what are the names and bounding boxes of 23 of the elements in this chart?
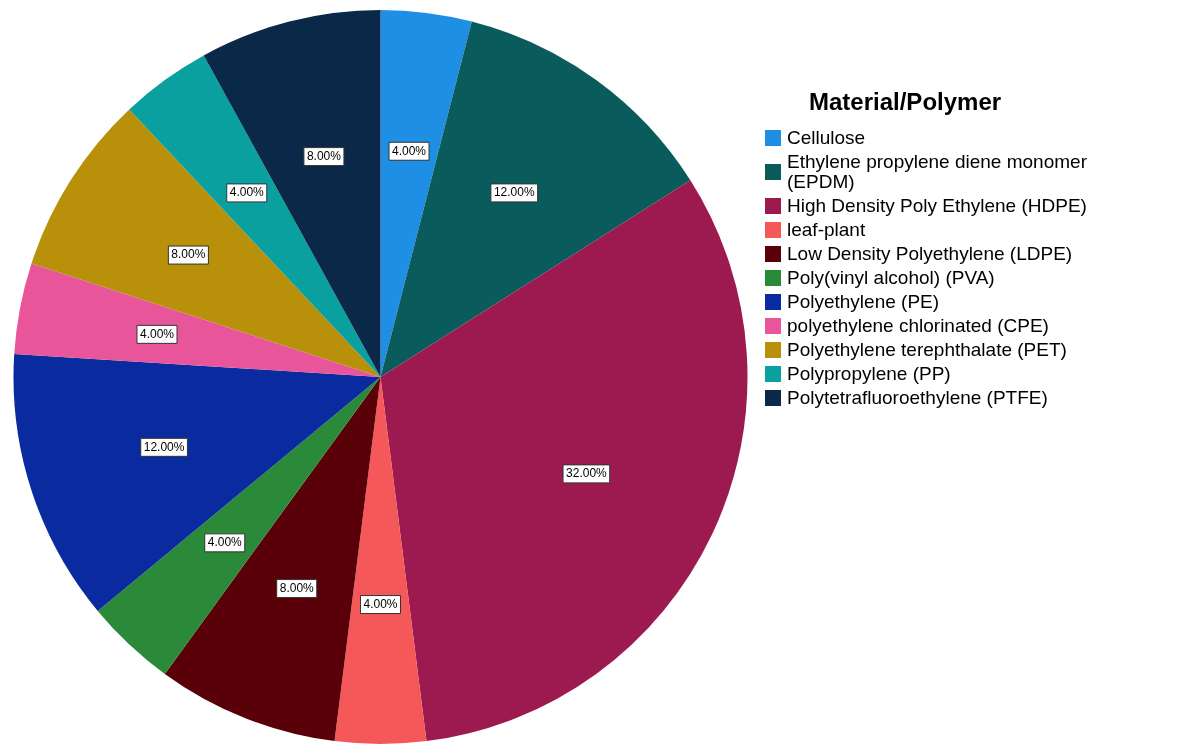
data-label: 4.00%	[229, 185, 265, 200]
legend-label: Cellulose	[787, 127, 867, 148]
legend-label: Poly(vinyl alcohol) (PVA)	[787, 267, 996, 288]
legend-label: Polyethylene (PE)	[787, 291, 941, 312]
data-label: 4.00%	[139, 326, 175, 341]
data-label: 4.00%	[363, 596, 398, 611]
legend-label: Polypropylene (PP)	[787, 363, 952, 384]
legend-label: Low Density Polyethylene (LDPE)	[787, 243, 1074, 264]
data-label: 4.00%	[392, 143, 427, 158]
legend-label: High Density Poly Ethylene (HDPE)	[787, 195, 1088, 216]
legend-label: Ethylene propylene diene monomer (EPDM)	[787, 151, 1088, 192]
data-label: 8.00%	[171, 247, 206, 262]
data-label: 12.00%	[143, 439, 185, 454]
data-label: 4.00%	[207, 535, 243, 550]
legend-title: Material/Polymer	[809, 88, 1003, 116]
legend-label: leaf-plant	[787, 219, 867, 240]
legend-label: Polytetrafluoroethylene (PTFE)	[787, 387, 1049, 408]
legend-label: polyethylene chlorinated (CPE)	[787, 315, 1050, 336]
data-label: 12.00%	[493, 185, 535, 200]
data-label: 8.00%	[279, 580, 315, 595]
data-label: 32.00%	[566, 466, 608, 481]
data-label: 8.00%	[306, 148, 342, 163]
legend-label: Polyethylene terephthalate (PET)	[787, 339, 1068, 360]
